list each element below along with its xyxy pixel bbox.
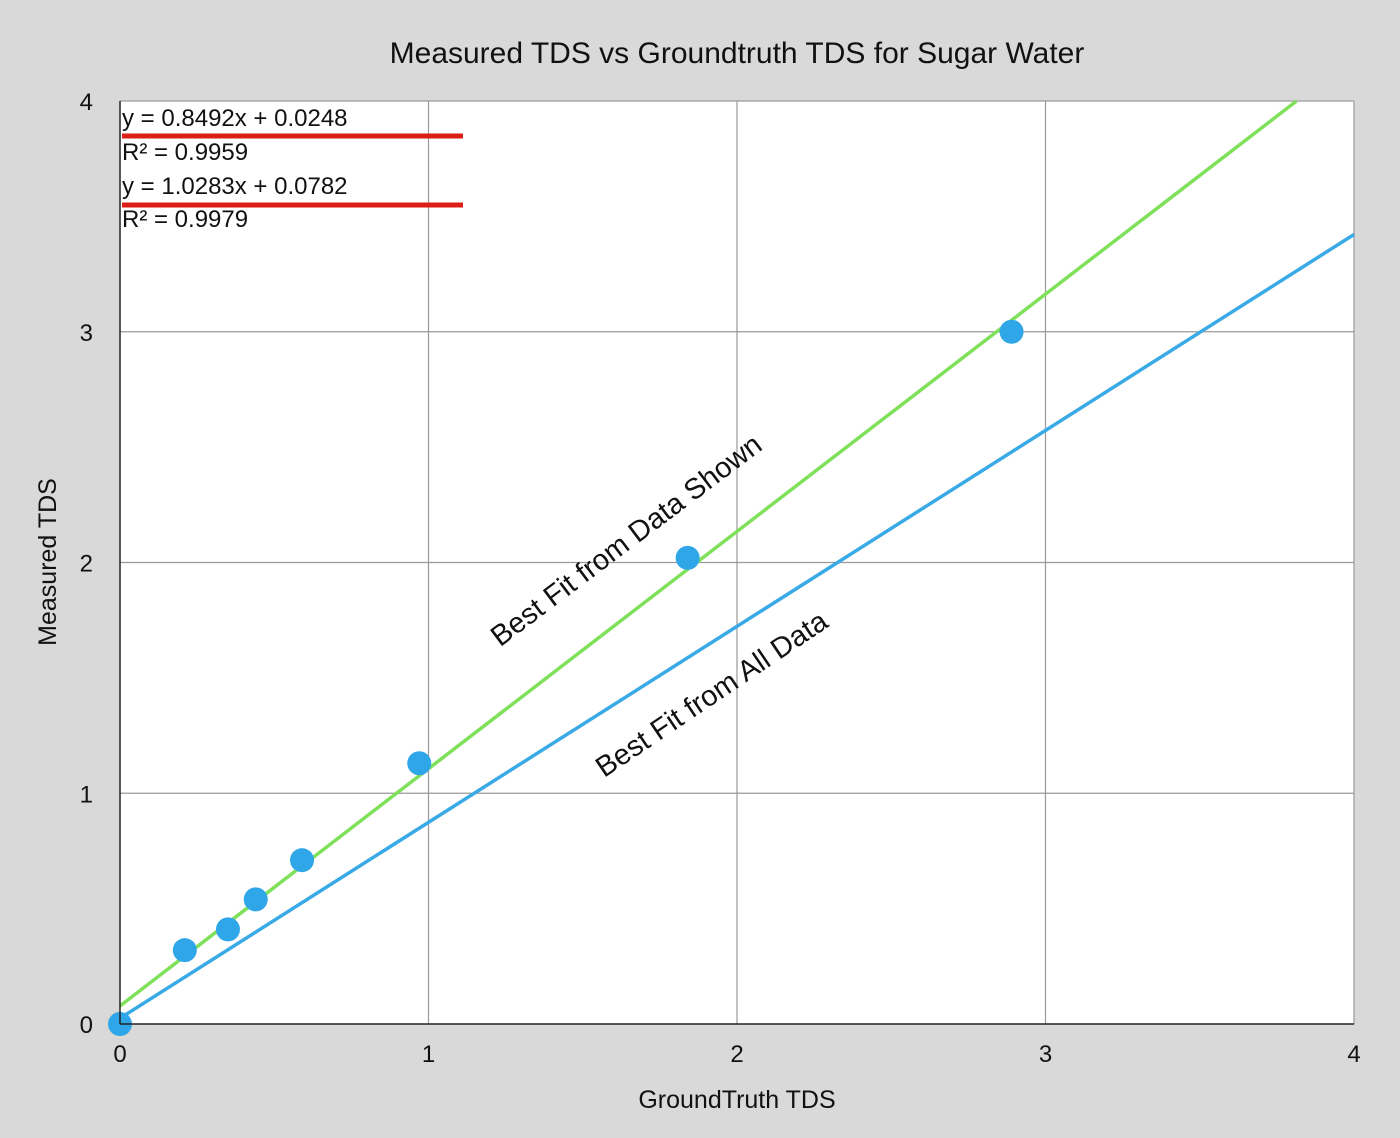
data-point-6 bbox=[675, 545, 700, 570]
x-tick-label-1: 1 bbox=[422, 1041, 435, 1068]
x-tick-label-3: 3 bbox=[1039, 1041, 1052, 1068]
x-tick-label-2: 2 bbox=[730, 1041, 743, 1068]
trendline-1 bbox=[118, 99, 1298, 1008]
r-squared-2: R² = 0.9979 bbox=[122, 206, 248, 233]
y-tick-label-1: 1 bbox=[80, 781, 93, 808]
data-point-5 bbox=[407, 751, 432, 776]
data-point-2 bbox=[215, 917, 240, 942]
gridlines bbox=[120, 100, 1355, 1024]
y-tick-label-3: 3 bbox=[80, 320, 93, 347]
y-axis-label: Measured TDS bbox=[34, 478, 62, 646]
chart-title: Measured TDS vs Groundtruth TDS for Suga… bbox=[390, 37, 1085, 70]
r-squared-1: R² = 0.9959 bbox=[122, 139, 248, 166]
y-tick-label-4: 4 bbox=[80, 89, 93, 116]
tick-labels: 0 1 2 3 4 0 1 2 3 4 bbox=[80, 89, 1361, 1068]
y-tick-label-0: 0 bbox=[80, 1012, 93, 1039]
x-tick-label-4: 4 bbox=[1347, 1041, 1360, 1068]
equation-1: y = 0.8492x + 0.0248 bbox=[122, 105, 348, 132]
data-point-4 bbox=[290, 848, 315, 873]
data-points bbox=[108, 319, 1024, 1036]
equation-2: y = 1.0283x + 0.0782 bbox=[122, 173, 348, 200]
x-axis-label: GroundTruth TDS bbox=[638, 1086, 835, 1114]
trendline-0 bbox=[119, 232, 1355, 1020]
x-tick-label-0: 0 bbox=[113, 1041, 126, 1068]
data-point-7 bbox=[999, 319, 1024, 344]
data-point-1 bbox=[172, 938, 197, 963]
y-tick-label-2: 2 bbox=[80, 551, 93, 578]
trendlines bbox=[118, 99, 1355, 1020]
axes bbox=[119, 101, 1354, 1025]
data-point-3 bbox=[243, 887, 268, 912]
